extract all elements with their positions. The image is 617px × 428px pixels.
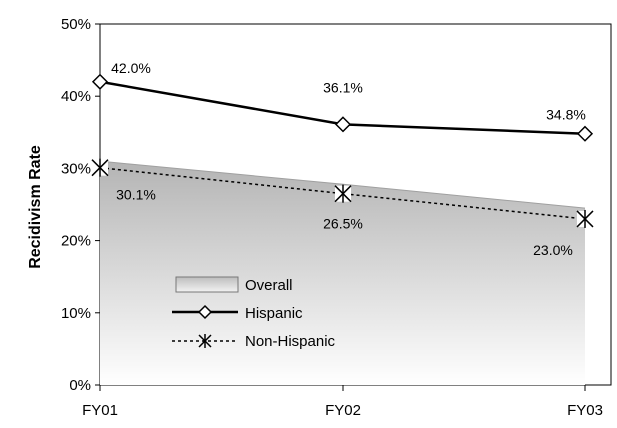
y-tick-label: 0% bbox=[69, 377, 91, 394]
hispanic-data-label: 36.1% bbox=[323, 79, 363, 95]
hispanic-data-label: 42.0% bbox=[111, 60, 151, 76]
legend: Overall Hispanic Non-Hispanic bbox=[172, 276, 336, 350]
y-axis-title: Recidivism Rate bbox=[27, 145, 44, 269]
y-tick-label: 50% bbox=[61, 16, 91, 33]
hispanic-data-label: 34.8% bbox=[546, 107, 586, 123]
hispanic-point bbox=[91, 73, 109, 90]
non-hispanic-data-label: 23.0% bbox=[533, 242, 573, 258]
y-tick-label: 30% bbox=[61, 160, 91, 177]
legend-asterisk-marker bbox=[198, 334, 212, 348]
x-tick-label: FY03 bbox=[567, 402, 603, 419]
legend-swatch-overall bbox=[175, 276, 239, 293]
overall-area-edge bbox=[99, 160, 586, 209]
non-hispanic-data-label: 26.5% bbox=[323, 216, 363, 232]
hispanic-point bbox=[576, 125, 594, 142]
x-tick-label: FY02 bbox=[325, 402, 361, 419]
non-hispanic-point bbox=[334, 184, 352, 203]
overall-area bbox=[100, 161, 585, 385]
non-hispanic-point bbox=[91, 158, 109, 177]
y-tick-label: 10% bbox=[61, 305, 91, 322]
hispanic-point bbox=[334, 116, 352, 133]
legend-label-non-hispanic: Non-Hispanic bbox=[245, 333, 336, 350]
non-hispanic-point bbox=[576, 209, 594, 228]
non-hispanic-data-label: 30.1% bbox=[116, 187, 156, 203]
legend-label-hispanic: Hispanic bbox=[245, 305, 303, 322]
legend-label-overall: Overall bbox=[245, 277, 293, 294]
x-tick-label: FY01 bbox=[82, 402, 118, 419]
y-tick-label: 40% bbox=[61, 88, 91, 105]
y-tick-label: 20% bbox=[61, 233, 91, 250]
legend-diamond-marker bbox=[197, 304, 213, 320]
